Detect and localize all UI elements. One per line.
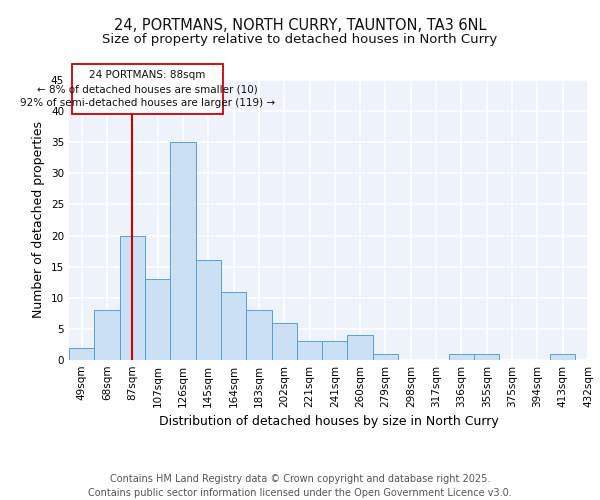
Bar	[449, 354, 474, 360]
Bar	[550, 354, 575, 360]
Bar	[94, 310, 119, 360]
Bar	[170, 142, 196, 360]
Bar	[322, 342, 347, 360]
Bar	[145, 279, 170, 360]
FancyBboxPatch shape	[71, 64, 223, 114]
Bar	[373, 354, 398, 360]
Text: Contains HM Land Registry data © Crown copyright and database right 2025.
Contai: Contains HM Land Registry data © Crown c…	[88, 474, 512, 498]
Y-axis label: Number of detached properties: Number of detached properties	[32, 122, 46, 318]
X-axis label: Distribution of detached houses by size in North Curry: Distribution of detached houses by size …	[158, 416, 499, 428]
Bar	[297, 342, 322, 360]
Bar	[347, 335, 373, 360]
Text: 24 PORTMANS: 88sqm
← 8% of detached houses are smaller (10)
92% of semi-detached: 24 PORTMANS: 88sqm ← 8% of detached hous…	[20, 70, 275, 108]
Bar	[69, 348, 94, 360]
Bar	[272, 322, 297, 360]
Bar	[246, 310, 272, 360]
Text: Size of property relative to detached houses in North Curry: Size of property relative to detached ho…	[103, 32, 497, 46]
Text: 24, PORTMANS, NORTH CURRY, TAUNTON, TA3 6NL: 24, PORTMANS, NORTH CURRY, TAUNTON, TA3 …	[114, 18, 486, 32]
Bar	[221, 292, 246, 360]
Bar	[119, 236, 145, 360]
Bar	[474, 354, 499, 360]
Bar	[196, 260, 221, 360]
